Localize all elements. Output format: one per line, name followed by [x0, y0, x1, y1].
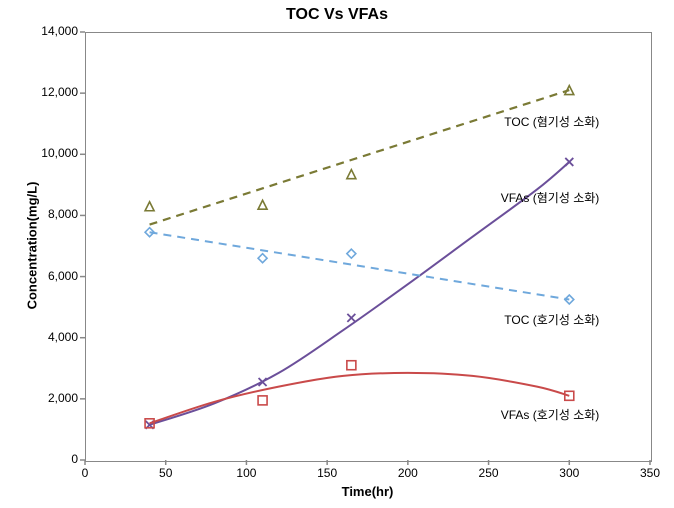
- marker-square: [258, 396, 267, 405]
- series-label-toc_anaer: TOC (혐기성 소화): [459, 113, 599, 130]
- series-label-vfa_anaer: VFAs (혐기성 소화): [459, 189, 599, 206]
- marker-triangle: [145, 202, 154, 211]
- x-tick-label: 300: [549, 466, 589, 480]
- y-tick-label: 4,000: [30, 330, 78, 344]
- chart-container: TOC Vs VFAs Concentration(mg/L) Time(hr)…: [0, 0, 674, 508]
- y-tick-label: 2,000: [30, 391, 78, 405]
- chart-svg: [0, 0, 674, 508]
- y-tick-label: 6,000: [30, 269, 78, 283]
- marker-diamond: [258, 254, 267, 263]
- marker-cross: [565, 158, 573, 166]
- x-tick-label: 150: [307, 466, 347, 480]
- x-tick-label: 250: [469, 466, 509, 480]
- series-line-toc_aer: [150, 232, 570, 299]
- y-tick-label: 12,000: [30, 85, 78, 99]
- x-tick-label: 350: [630, 466, 670, 480]
- series-label-vfa_aer: VFAs (호기성 소화): [459, 406, 599, 423]
- y-tick-label: 10,000: [30, 146, 78, 160]
- marker-cross: [347, 314, 355, 322]
- marker-triangle: [258, 200, 267, 209]
- x-axis-label: Time(hr): [85, 484, 650, 499]
- marker-diamond: [347, 249, 356, 258]
- series-label-toc_aer: TOC (호기성 소화): [459, 311, 599, 328]
- y-tick-label: 0: [30, 452, 78, 466]
- x-tick-label: 50: [146, 466, 186, 480]
- x-tick-label: 200: [388, 466, 428, 480]
- x-tick-label: 0: [65, 466, 105, 480]
- x-tick-label: 100: [226, 466, 266, 480]
- marker-square: [347, 361, 356, 370]
- marker-triangle: [347, 170, 356, 179]
- y-tick-label: 14,000: [30, 24, 78, 38]
- y-tick-label: 8,000: [30, 207, 78, 221]
